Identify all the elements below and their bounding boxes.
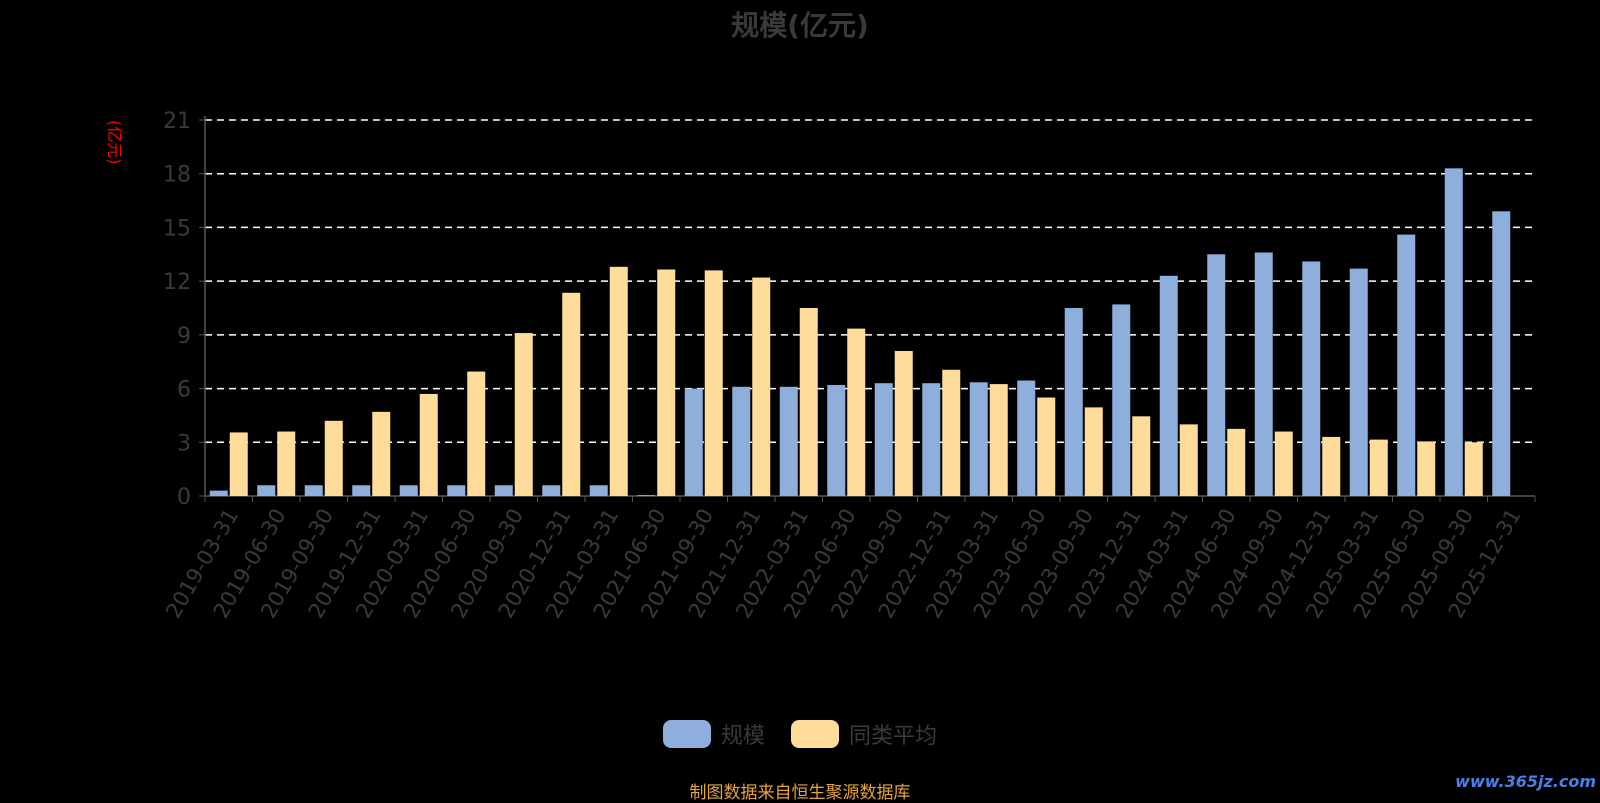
legend-label-scale: 规模 (720, 724, 765, 749)
bar-peer-average (514, 333, 533, 496)
chart-legend: 规模 同类平均 (0, 718, 1600, 750)
bar-peer-average (609, 266, 628, 496)
legend-label-peer-average: 同类平均 (849, 724, 938, 749)
bar-peer-average (1227, 428, 1246, 496)
bar-peer-average (277, 431, 296, 496)
bar-scale (304, 485, 323, 496)
chart-title: 规模(亿元) (731, 9, 869, 42)
bar-peer-average (229, 432, 248, 496)
y-tick-label: 9 (177, 324, 191, 349)
legend-swatch-peer-average (791, 720, 839, 748)
bar-scale (732, 386, 751, 496)
bar-scale (352, 485, 371, 496)
bar-peer-average (894, 350, 913, 496)
bar-scale (969, 382, 988, 496)
bar-scale (1444, 168, 1463, 497)
bar-peer-average (752, 277, 771, 496)
bar-scale (684, 388, 703, 496)
y-tick-label: 12 (163, 270, 191, 295)
bar-peer-average (1417, 441, 1436, 496)
bar-scale (922, 383, 941, 496)
bar-scale (1302, 261, 1321, 496)
bar-scale (1064, 308, 1083, 496)
bar-scale (1017, 380, 1036, 496)
bar-chart: 0369121518212019-03-312019-06-302019-09-… (161, 109, 1536, 622)
bar-scale (1349, 268, 1368, 496)
bar-scale (1254, 252, 1273, 496)
bar-peer-average (467, 371, 486, 496)
legend-swatch-scale (662, 720, 711, 748)
bar-scale (399, 485, 418, 496)
bar-peer-average (1274, 431, 1293, 496)
bar-scale (1397, 234, 1416, 497)
bar-peer-average (657, 269, 676, 496)
legend-item-scale[interactable]: 规模 (662, 718, 765, 750)
bar-scale (447, 485, 466, 496)
y-tick-label: 3 (177, 431, 191, 456)
bar-scale (1207, 254, 1226, 496)
bar-peer-average (562, 292, 581, 496)
bar-scale (542, 485, 561, 496)
bar-peer-average (799, 308, 818, 496)
bar-peer-average (324, 420, 343, 496)
bar-peer-average (989, 384, 1008, 496)
y-tick-label: 6 (177, 378, 191, 403)
bar-peer-average (942, 369, 961, 496)
bar-peer-average (1369, 439, 1388, 496)
bar-scale (1112, 304, 1131, 496)
bar-scale (779, 386, 798, 496)
bar-peer-average (847, 328, 866, 496)
bar-scale (257, 485, 276, 496)
bar-peer-average (1179, 424, 1198, 496)
bar-peer-average (1322, 436, 1341, 496)
y-tick-label: 18 (163, 163, 191, 188)
bar-scale (1492, 211, 1511, 497)
bar-peer-average (1132, 416, 1151, 496)
bar-scale (589, 485, 608, 496)
bar-scale (209, 490, 228, 496)
bar-scale (827, 384, 846, 496)
y-tick-label: 0 (177, 485, 191, 510)
bar-scale (874, 383, 893, 496)
bar-scale (637, 495, 656, 496)
site-watermark: www.365jz.com (1455, 772, 1596, 791)
legend-item-peer-average[interactable]: 同类平均 (791, 718, 937, 750)
y-tick-label: 21 (163, 109, 191, 134)
data-source-note: 制图数据来自恒生聚源数据库 (689, 783, 911, 803)
bar-peer-average (1464, 442, 1483, 496)
y-tick-label: 15 (163, 216, 191, 241)
bar-peer-average (1037, 397, 1056, 496)
bar-scale (494, 485, 513, 496)
bar-scale (1159, 275, 1178, 496)
bar-peer-average (704, 270, 723, 496)
bar-peer-average (1084, 407, 1103, 496)
bar-peer-average (372, 411, 391, 496)
bar-peer-average (419, 393, 438, 496)
